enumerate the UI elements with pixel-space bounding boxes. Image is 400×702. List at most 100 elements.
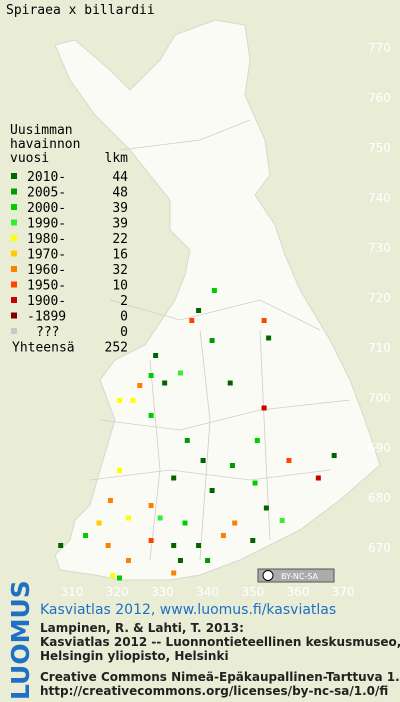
y-grid-label: 760	[368, 91, 391, 105]
legend-count: 2	[120, 294, 128, 309]
observation-square	[148, 373, 154, 378]
x-grid-label: 310	[61, 585, 84, 599]
observation-square	[153, 353, 159, 358]
legend-swatch	[11, 266, 17, 272]
footer-link[interactable]: Kasviatlas 2012, www.luomus.fi/kasviatla…	[40, 602, 336, 618]
observation-square	[177, 370, 183, 376]
license-line: Creative Commons Nimeä-Epäkaupallinen-Ta…	[40, 670, 400, 684]
license-badge: BY-NC-SA	[257, 568, 335, 583]
legend-total-label: Yhteensä	[12, 341, 75, 356]
observation-square	[250, 538, 256, 543]
legend-count: 0	[120, 325, 128, 340]
legend-swatch	[11, 312, 17, 319]
y-grid-label: 710	[368, 341, 391, 355]
legend-count: 39	[112, 201, 128, 216]
observation-square	[171, 475, 177, 481]
legend-count: 32	[112, 263, 128, 278]
legend-swatch	[11, 219, 17, 226]
legend-label: 1950-	[27, 279, 66, 294]
observation-square	[205, 558, 211, 563]
y-grid-label: 750	[368, 141, 391, 155]
observation-square	[252, 480, 258, 486]
legend-label: ???	[36, 325, 59, 340]
legend-count-header: lkm	[105, 151, 129, 166]
observation-square	[130, 398, 136, 403]
legend-swatch	[11, 250, 17, 257]
observation-square	[196, 543, 202, 548]
y-grid-label: 680	[368, 491, 391, 505]
observation-square	[148, 538, 154, 543]
observation-square	[286, 458, 292, 463]
finland-outline	[54, 19, 381, 581]
observation-square	[209, 338, 215, 343]
legend-label: 2000-	[27, 201, 66, 216]
observation-square	[184, 438, 190, 443]
observation-square	[116, 468, 122, 473]
legend-count: 39	[112, 217, 128, 232]
observation-square	[148, 413, 154, 418]
observation-square	[116, 398, 122, 403]
y-grid-label: 730	[368, 241, 391, 255]
observation-square	[200, 458, 206, 463]
legend-count: 10	[112, 279, 128, 294]
observation-square	[266, 335, 272, 341]
legend-swatch	[11, 235, 17, 241]
observation-square	[126, 515, 131, 521]
legend-header: vuosi	[10, 151, 49, 166]
observation-square	[177, 558, 183, 563]
y-grid-label: 770	[368, 41, 391, 55]
legend-count: 48	[112, 186, 128, 201]
map-title: Spiraea x billardii	[6, 3, 155, 18]
observation-square	[83, 533, 89, 538]
legend-header: havainnon	[10, 137, 80, 152]
y-grid-label: 720	[368, 291, 391, 305]
observation-square	[211, 288, 217, 293]
observation-square	[315, 475, 321, 481]
legend-label: 1970-	[27, 248, 66, 263]
observation-square	[171, 570, 177, 576]
observation-square	[110, 573, 116, 578]
observation-square	[157, 515, 163, 521]
observation-square	[171, 543, 177, 548]
legend-label: -1899	[27, 310, 66, 325]
observation-layer	[58, 288, 337, 581]
legend-swatch	[11, 281, 17, 288]
observation-square	[126, 558, 131, 563]
observation-square	[189, 318, 195, 323]
license-line: http://creativecommons.org/licenses/by-n…	[40, 684, 388, 698]
x-grid-label: 320	[106, 585, 129, 599]
legend-header: Uusimman	[10, 123, 73, 138]
observation-square	[261, 318, 267, 323]
legend-count: 16	[112, 248, 128, 263]
observation-square	[232, 520, 238, 526]
observation-square	[209, 488, 215, 493]
legend-count: 44	[112, 170, 128, 185]
observation-square	[227, 380, 233, 386]
legend-count: 22	[112, 232, 128, 247]
observation-square	[229, 463, 235, 468]
legend-total: 252	[105, 341, 128, 356]
observation-square	[261, 405, 267, 411]
logo: LUOMUS	[6, 580, 35, 700]
legend-count: 0	[120, 310, 128, 325]
x-grid-label: 330	[151, 585, 174, 599]
observation-square	[196, 308, 202, 313]
legend-swatch	[11, 204, 17, 210]
citation-line: Kasviatlas 2012 -- Luonnontieteellinen k…	[40, 635, 400, 649]
y-grid-label: 670	[368, 541, 391, 555]
x-grid-label: 370	[332, 585, 355, 599]
observation-square	[116, 575, 122, 581]
observation-square	[96, 520, 102, 526]
observation-square	[263, 505, 269, 511]
observation-square	[254, 438, 260, 443]
legend-label: 1980-	[27, 232, 66, 247]
observation-square	[137, 383, 143, 388]
legend-swatch	[11, 328, 17, 334]
observation-square	[148, 503, 154, 508]
legend-swatch	[11, 297, 17, 303]
x-grid-label: 360	[287, 585, 310, 599]
observation-square	[162, 380, 168, 386]
